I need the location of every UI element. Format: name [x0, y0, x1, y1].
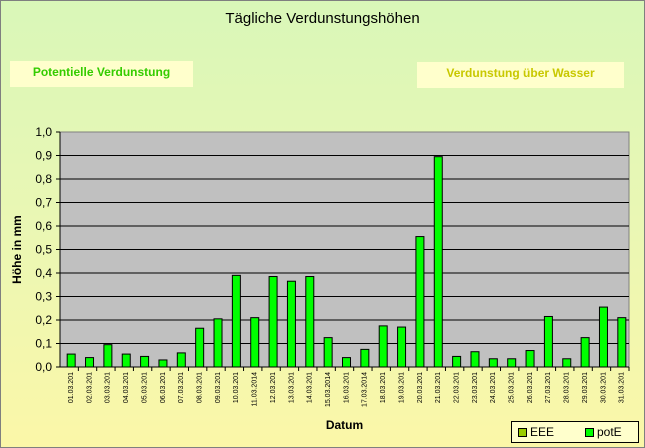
potential-evaporation-label: Potentielle Verdunstung — [10, 61, 193, 87]
bar-pote — [250, 317, 260, 368]
x-tick-label: 05.03.201 — [141, 372, 148, 403]
legend-label-eee: EEE — [530, 425, 555, 439]
y-tick-label: 0,6 — [35, 219, 52, 233]
x-tick-label: 24.03.201 — [490, 372, 497, 403]
legend: EEE potE — [511, 421, 639, 443]
bar-pote — [231, 274, 241, 368]
bar-pote — [488, 358, 498, 368]
bar-pote — [176, 352, 186, 368]
bar-pote — [507, 358, 517, 368]
bar-pote — [213, 318, 223, 368]
y-tick-label: 0,2 — [35, 313, 52, 327]
chart-title: Tägliche Verdunstungshöhen — [225, 10, 420, 27]
legend-item-eee: EEE — [518, 425, 554, 439]
x-tick-label: 03.03.201 — [105, 372, 112, 403]
legend-item-pote: potE — [585, 425, 622, 439]
bar-pote — [580, 337, 590, 368]
bar-pote — [121, 353, 131, 368]
x-axis-title: Datum — [326, 418, 363, 432]
y-tick-label: 0,1 — [35, 337, 52, 351]
bar-pote — [305, 276, 315, 368]
y-tick-label: 0,3 — [35, 290, 52, 304]
x-tick-label: 08.03.201 — [197, 372, 204, 403]
x-tick-label: 21.03.201 — [435, 372, 442, 403]
x-tick-label: 02.03.201 — [86, 372, 93, 403]
bar-pote — [452, 355, 462, 368]
x-tick-label: 20.03.201 — [417, 372, 424, 403]
x-tick-label: 19.03.201 — [398, 372, 405, 403]
y-axis-title: Höhe in mm — [10, 215, 24, 284]
legend-swatch-eee — [518, 427, 527, 437]
x-tick-label: 06.03.201 — [160, 372, 167, 403]
x-tick-label: 16.03.201 — [343, 372, 350, 403]
bar-pote — [397, 326, 407, 368]
y-tick-label: 1,0 — [35, 125, 52, 139]
x-tick-label: 01.03.201 — [68, 372, 75, 403]
bar-pote — [543, 315, 553, 368]
bar-pote — [85, 357, 95, 368]
x-tick-label: 28.03.201 — [564, 372, 571, 403]
bar-pote — [562, 358, 572, 368]
bar-pote — [470, 351, 480, 368]
x-tick-label: 07.03.201 — [178, 372, 185, 403]
x-tick-label: 04.03.201 — [123, 372, 130, 403]
bar-pote — [378, 325, 388, 368]
y-tick-label: 0,7 — [35, 196, 52, 210]
bar-pote — [140, 355, 150, 368]
y-tick-label: 0,5 — [35, 243, 52, 257]
bar-pote — [415, 236, 425, 368]
bar-pote — [360, 348, 370, 368]
water-evaporation-label: Verdunstung über Wasser — [417, 62, 624, 88]
bar-pote — [268, 276, 278, 368]
bar-pote — [323, 337, 333, 368]
bar-pote — [158, 359, 168, 368]
bar-pote — [286, 280, 296, 368]
bar-pote — [433, 156, 443, 368]
x-tick-label: 25.03.201 — [509, 372, 516, 403]
bar-pote — [598, 306, 608, 368]
y-tick-label: 0,0 — [35, 360, 52, 374]
x-tick-label: 10.03.201 — [233, 372, 240, 403]
x-tick-label: 17.03.2014 — [362, 372, 369, 407]
x-tick-label: 26.03.201 — [527, 372, 534, 403]
legend-label-pote: potE — [597, 425, 622, 439]
x-tick-label: 23.03.201 — [472, 372, 479, 403]
bar-pote — [195, 327, 205, 368]
y-tick-label: 0,4 — [35, 266, 52, 280]
x-tick-label: 15.03.2014 — [325, 372, 332, 407]
x-tick-label: 18.03.201 — [380, 372, 387, 403]
x-tick-label: 30.03.201 — [600, 372, 607, 403]
y-tick-label: 0,9 — [35, 149, 52, 163]
legend-swatch-pote — [585, 427, 594, 437]
bar-pote — [66, 353, 76, 368]
bar-pote — [342, 357, 351, 368]
x-tick-label: 12.03.201 — [270, 372, 277, 403]
bar-pote — [617, 317, 627, 368]
bar-pote — [103, 344, 113, 368]
x-tick-label: 22.03.201 — [453, 372, 460, 403]
x-tick-label: 14.03.201 — [307, 372, 314, 403]
x-tick-label: 29.03.201 — [582, 372, 589, 403]
x-tick-label: 31.03.201 — [619, 372, 626, 403]
x-tick-label: 09.03.201 — [215, 372, 222, 403]
y-tick-label: 0,8 — [35, 172, 52, 186]
bar-pote — [525, 350, 535, 368]
x-tick-label: 13.03.201 — [288, 372, 295, 403]
x-tick-label: 27.03.201 — [545, 372, 552, 403]
x-tick-label: 11.03.2014 — [252, 372, 259, 407]
